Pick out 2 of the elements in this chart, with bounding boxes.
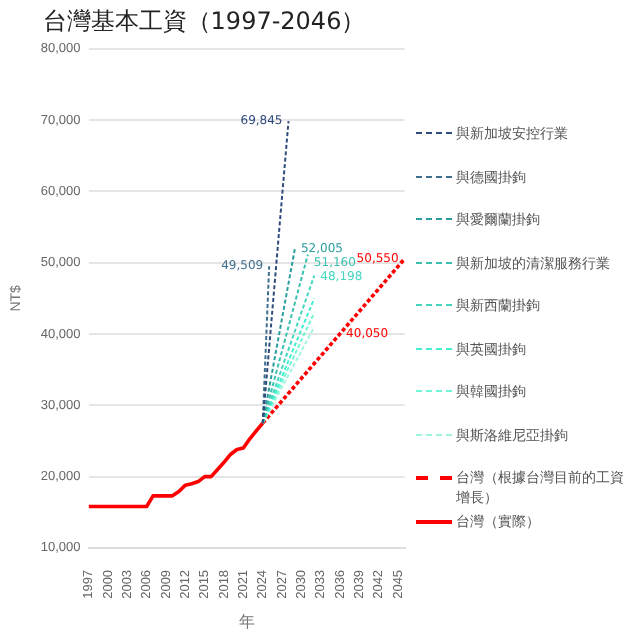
- chart-title: 台灣基本工資（1997-2046）: [42, 6, 366, 35]
- x-axis-title: 年: [238, 612, 255, 631]
